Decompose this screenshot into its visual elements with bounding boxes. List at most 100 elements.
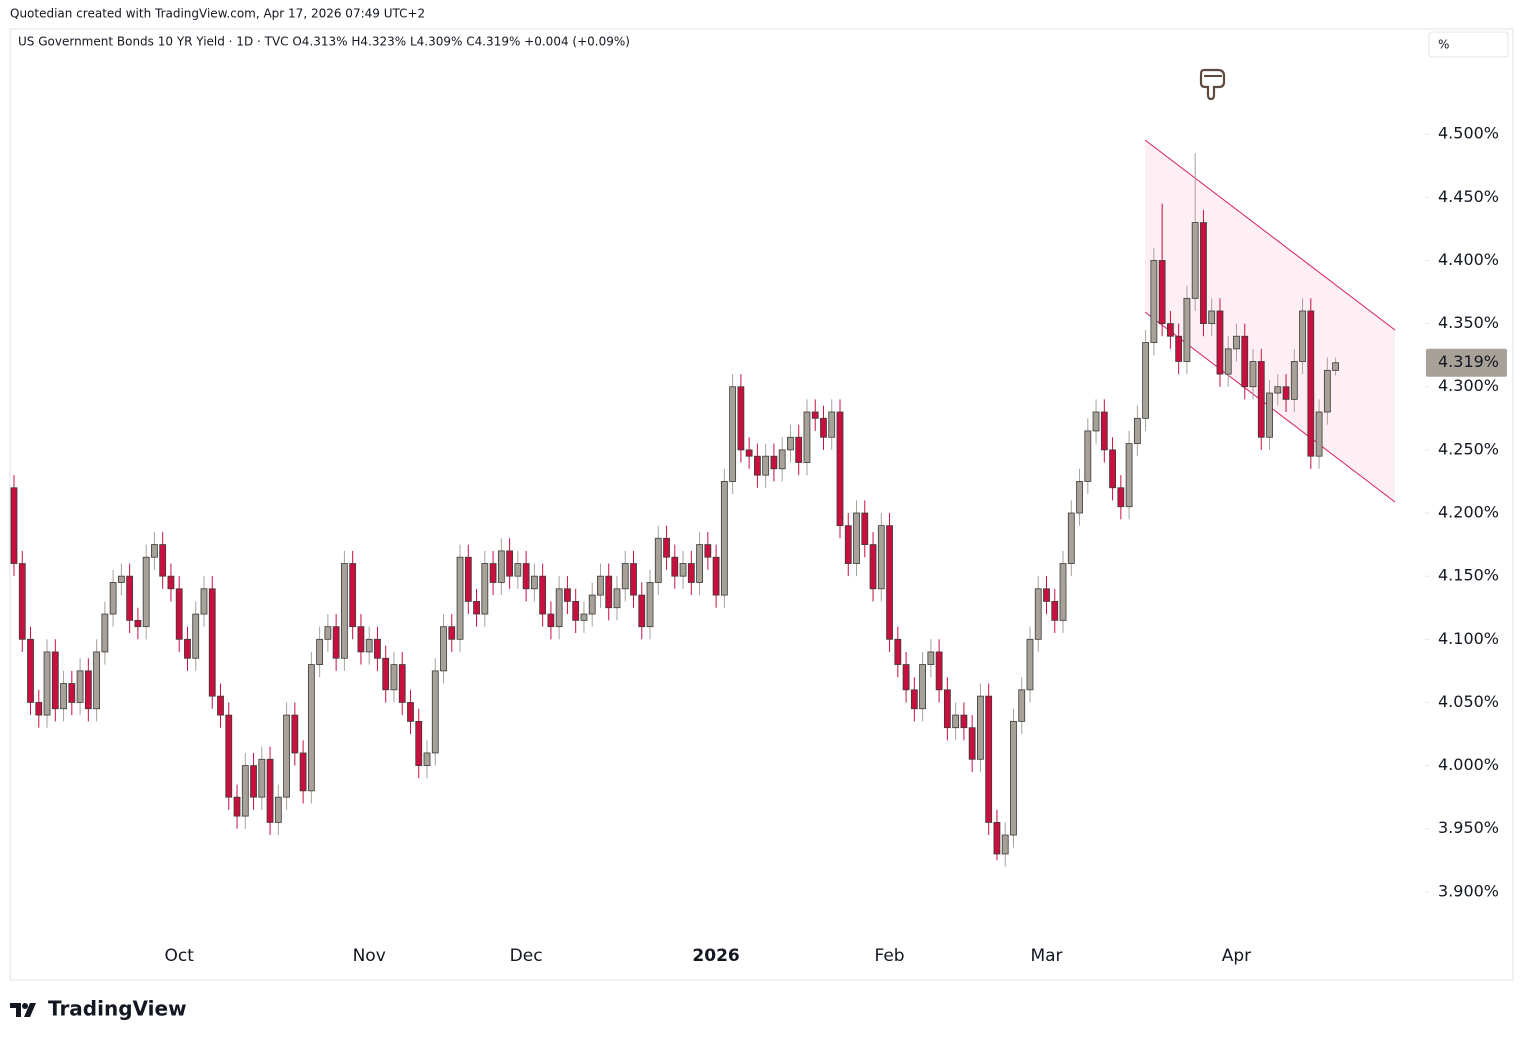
- candle-body: [43, 651, 51, 716]
- x-tick-label: Nov: [353, 946, 386, 966]
- candle-body: [481, 563, 489, 615]
- candle-body: [1092, 411, 1100, 432]
- candle-body: [1290, 361, 1298, 400]
- candle-body: [927, 651, 935, 665]
- unit: %: [1438, 38, 1449, 52]
- candle-body: [382, 657, 390, 691]
- candle-body: [316, 638, 324, 665]
- candle-body: [613, 588, 621, 609]
- candle-body: [1266, 392, 1273, 438]
- candle-body: [720, 481, 728, 596]
- candle-body: [10, 487, 18, 564]
- x-tick-label: Dec: [510, 946, 543, 966]
- unit-box[interactable]: [1428, 31, 1509, 58]
- candle-body: [1282, 386, 1290, 400]
- candle-body: [514, 563, 522, 577]
- candle-body: [1200, 222, 1207, 325]
- candle-body: [919, 664, 926, 710]
- candle-body: [497, 550, 505, 583]
- last-price-label: 4.319%: [1438, 352, 1499, 371]
- candle-body: [547, 613, 555, 628]
- x-tick-label: Apr: [1222, 946, 1251, 966]
- candle-body: [1150, 260, 1158, 343]
- candle-body: [828, 411, 836, 438]
- candle-body: [332, 626, 340, 659]
- y-tick-label: 4.300%: [1438, 376, 1499, 395]
- candle-body: [745, 449, 753, 457]
- y-tick-label: 4.200%: [1438, 503, 1499, 522]
- candle-body: [68, 683, 76, 703]
- candle-body: [580, 613, 588, 621]
- candle-body: [811, 411, 819, 419]
- candle-body: [365, 638, 373, 653]
- candle-body: [597, 575, 604, 596]
- candle-body: [1133, 417, 1141, 444]
- candle-body: [134, 619, 142, 628]
- candle-body: [762, 455, 770, 476]
- candle-body: [84, 670, 92, 710]
- y-tick-label: 3.950%: [1438, 818, 1499, 837]
- candle-body: [142, 556, 150, 628]
- candle-body: [225, 714, 233, 798]
- candle-body: [167, 575, 175, 590]
- candle-body: [440, 626, 447, 672]
- y-tick-label: 4.250%: [1438, 439, 1499, 458]
- candle-body: [770, 455, 778, 470]
- candle-body: [473, 601, 480, 615]
- candle-body: [448, 626, 456, 640]
- candle-body: [208, 588, 216, 697]
- candle-body: [1034, 588, 1042, 640]
- candle-body: [117, 575, 125, 583]
- frame: [9, 28, 1514, 981]
- candle-body: [1001, 834, 1009, 855]
- candle-body: [291, 714, 299, 754]
- candle-body: [663, 537, 670, 558]
- candle-body: [27, 638, 34, 703]
- candle-body: [1142, 342, 1150, 419]
- candle-body: [1026, 638, 1034, 691]
- candle-body: [407, 702, 414, 722]
- x-tick-label: Oct: [164, 946, 194, 966]
- x-tick-label: Feb: [875, 946, 905, 966]
- candle-body: [687, 563, 695, 583]
- candle-body: [1076, 481, 1083, 514]
- candle-body: [778, 449, 786, 470]
- candle-body: [1067, 512, 1075, 564]
- candle-body: [101, 613, 109, 653]
- candle-body: [1224, 348, 1232, 375]
- candle-body: [886, 525, 893, 640]
- candle-body: [266, 758, 274, 823]
- candle-body: [184, 638, 191, 659]
- candle-body: [464, 556, 472, 602]
- candle-body: [1299, 310, 1306, 362]
- candle-body: [894, 638, 902, 665]
- candle-body: [844, 525, 852, 564]
- candle-body: [803, 411, 811, 463]
- candle-body: [564, 588, 571, 602]
- candle-body: [51, 651, 59, 710]
- candle-body: [307, 664, 315, 792]
- candle-body: [572, 601, 580, 621]
- candle-body: [787, 436, 794, 451]
- last-price-box: [1426, 348, 1507, 377]
- candle-body: [159, 544, 167, 577]
- candle-body: [1175, 335, 1183, 362]
- candle-body: [1010, 720, 1017, 836]
- candle-body: [654, 537, 662, 583]
- candle-body: [910, 689, 918, 710]
- candle-body: [1018, 689, 1026, 722]
- candle-body: [754, 455, 761, 476]
- caption: Quotedian created with TradingView.com, …: [10, 7, 425, 21]
- candle-body: [1125, 443, 1133, 508]
- candle-body: [960, 714, 968, 729]
- pointer-icon: [1199, 68, 1226, 101]
- candle-body: [374, 638, 381, 659]
- candle-body: [192, 613, 200, 659]
- candle-body: [704, 544, 712, 558]
- channel-upper: [1144, 139, 1396, 331]
- candle-body: [795, 436, 803, 463]
- candles: [10, 153, 1339, 867]
- y-tick-label: 4.050%: [1438, 692, 1499, 711]
